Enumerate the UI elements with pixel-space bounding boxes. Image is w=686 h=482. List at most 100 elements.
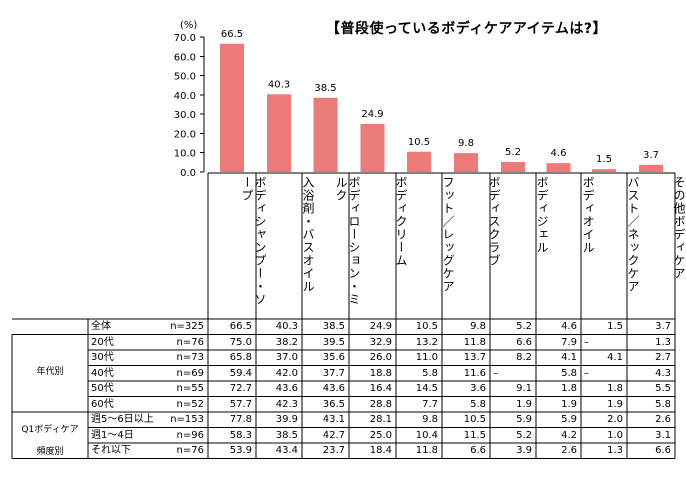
table-cell: 38.2 (275, 336, 298, 348)
table-cell: 66.5 (229, 321, 252, 332)
table-cell: 11.8 (463, 336, 486, 348)
bar-value-label: 24.9 (361, 109, 383, 120)
table-cell: – (584, 367, 589, 379)
table-cell: 5.8 (655, 398, 671, 410)
table-row-label: 40代 (91, 367, 114, 379)
table-cell: 26.0 (369, 352, 392, 363)
table-cell: 38.5 (275, 429, 298, 441)
table-cell: 3.9 (516, 445, 532, 456)
table-cell: 43.1 (322, 414, 345, 425)
table-row-label: 週5～6日以上 (91, 414, 154, 425)
table-cell: 35.6 (322, 352, 345, 363)
table-row-n: n=73 (176, 352, 204, 363)
y-tick-label: 10.0 (174, 149, 196, 160)
table-cell: 4.3 (655, 367, 671, 379)
table-cell: 2.6 (561, 445, 577, 456)
category-label: ボディジェル (535, 176, 549, 254)
category-label: ボディシャンプー・ソープ (240, 176, 267, 306)
table-row-label: 50代 (91, 383, 114, 394)
table-row-n: n=153 (170, 414, 204, 425)
table-cell: 39.5 (322, 336, 345, 348)
bar (454, 153, 478, 172)
table-cell: 1.8 (561, 383, 577, 394)
y-tick-label: 0.0 (180, 168, 196, 179)
table-cell: 10.4 (415, 429, 438, 441)
table-cell: 72.7 (229, 383, 252, 394)
table-cell: 4.2 (561, 429, 577, 441)
category-label: バスト／ネックケア (626, 176, 640, 293)
table-cell: 8.2 (516, 352, 532, 363)
table-cell: 10.5 (415, 321, 438, 332)
table-cell: 6.6 (655, 445, 671, 456)
table-cell: 42.0 (275, 367, 298, 379)
table-cell: 36.5 (322, 398, 345, 410)
bar (313, 97, 338, 172)
table-cell: 65.8 (229, 352, 252, 363)
bar-value-label: 3.7 (643, 150, 659, 161)
table-cell: 6.6 (470, 445, 486, 456)
table-cell: 28.1 (369, 414, 392, 425)
y-tick-label: 40.0 (174, 91, 196, 102)
table-row-label: 20代 (91, 336, 114, 348)
table-cell: 25.0 (369, 429, 392, 441)
table-cell: 77.8 (229, 414, 252, 425)
table-cell: 43.6 (322, 383, 345, 394)
category-label: ボディクリーム (394, 176, 408, 267)
bar-value-label: 38.5 (314, 83, 336, 94)
bar-value-label: 4.6 (551, 148, 567, 159)
table-cell: 2.0 (607, 414, 623, 425)
table-cell: 16.4 (369, 383, 392, 394)
table-cell: – (584, 336, 589, 348)
y-tick-label: 50.0 (174, 72, 196, 83)
table-cell: 11.6 (463, 367, 486, 379)
bar-value-label: 66.5 (221, 29, 243, 40)
table-row-label: 全体 (91, 321, 111, 332)
table-cell: 1.5 (607, 321, 623, 332)
table-cell: 11.8 (415, 445, 438, 456)
table-cell: 3.1 (655, 429, 671, 441)
table-cell: 18.4 (369, 445, 392, 456)
bar-value-label: 5.2 (505, 147, 521, 158)
bar (267, 94, 291, 172)
category-label: ボディスクラブ (487, 176, 501, 267)
table-cell: 28.8 (369, 398, 392, 410)
table-row-label: それ以下 (91, 445, 131, 456)
table-cell: 1.9 (561, 398, 577, 410)
table-cell: 5.5 (655, 383, 671, 394)
table-group-label: Q1ボディケア 頻度別 (21, 425, 79, 458)
table-row-n: n=76 (176, 445, 204, 456)
table-row-label: 30代 (91, 352, 114, 363)
bar (639, 164, 663, 172)
y-axis-unit: (%) (180, 20, 198, 31)
table-row-label: 60代 (91, 398, 114, 410)
table-cell: 1.0 (607, 429, 623, 441)
table-group-label: 年代別 (36, 367, 64, 378)
y-tick-label: 60.0 (174, 52, 196, 63)
bar (546, 163, 571, 172)
table-cell: 2.6 (655, 414, 671, 425)
table-cell: 5.2 (516, 429, 532, 441)
table-cell: 2.7 (655, 352, 671, 363)
table-cell: 10.5 (463, 414, 486, 425)
table-cell: 42.7 (322, 429, 345, 441)
table-cell: 75.0 (229, 336, 252, 348)
table-cell: 23.7 (322, 445, 345, 456)
table-cell: 58.3 (229, 429, 252, 441)
y-tick-label: 20.0 (174, 129, 196, 140)
table-cell: 14.5 (415, 383, 438, 394)
table-cell: 38.5 (322, 321, 345, 332)
table-cell: 5.9 (516, 414, 532, 425)
table-cell: 6.6 (516, 336, 532, 348)
table-cell: 4.1 (561, 352, 577, 363)
bar (501, 161, 525, 172)
y-tick-label: 70.0 (174, 33, 196, 44)
table-cell: 57.7 (229, 398, 252, 410)
bar (407, 151, 431, 172)
category-label: ボディローション・ミルク (334, 176, 361, 306)
table-row-n: n=55 (176, 383, 204, 394)
table-cell: 1.9 (516, 398, 532, 410)
category-label: ボディオイル (581, 176, 595, 254)
table-row-n: n=52 (176, 398, 204, 410)
table-cell: 39.9 (275, 414, 298, 425)
bar-value-label: 9.8 (458, 138, 474, 149)
